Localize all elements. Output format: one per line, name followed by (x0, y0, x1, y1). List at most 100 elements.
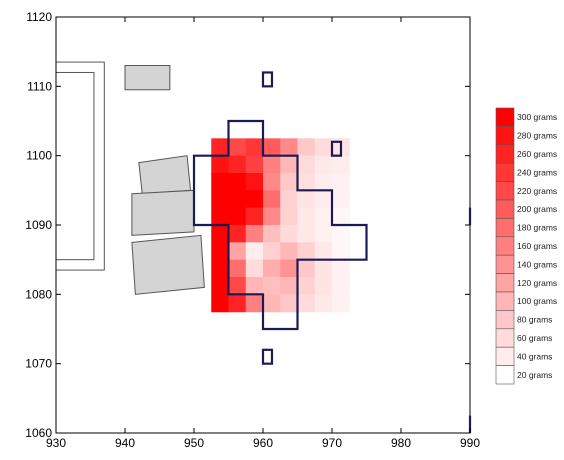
map-features-layer (56, 61, 368, 365)
colorbar-label: 200 grams (517, 204, 557, 214)
x-tick-label: 990 (460, 436, 480, 450)
heatmap-cell (263, 277, 281, 295)
heatmap-cell (314, 207, 333, 226)
heatmap-cell (228, 259, 247, 278)
colorbar-swatch (495, 107, 515, 127)
colorbar-swatch (495, 218, 515, 238)
y-tick-label: 1110 (27, 79, 52, 93)
building-filled (131, 234, 205, 295)
heatmap-cell (314, 190, 333, 209)
heatmap-cell (280, 259, 299, 278)
colorbar-swatch (495, 273, 515, 293)
heatmap-cell (245, 138, 264, 157)
building-filled (138, 155, 192, 195)
colorbar-swatch (495, 310, 515, 330)
heatmap-cell (297, 225, 316, 243)
heatmap-cell (211, 225, 230, 243)
heatmap-cell (245, 259, 264, 278)
colorbar-label: 220 grams (517, 186, 557, 196)
heatmap-layer (211, 138, 350, 313)
sample-square-outline (261, 71, 274, 88)
heatmap-cell (211, 259, 230, 278)
heatmap-cell (297, 294, 316, 313)
heatmap-cell (314, 173, 333, 191)
heatmap-cell (280, 138, 299, 157)
heatmap-cell (263, 155, 281, 174)
heatmap-cell (332, 155, 350, 174)
colorbar-label: 40 grams (517, 351, 552, 361)
colorbar-label: 80 grams (517, 315, 552, 325)
heatmap-cell (211, 173, 230, 191)
colorbar-swatch (495, 181, 515, 201)
heatmap-cell (245, 207, 264, 226)
heatmap-cell (245, 277, 264, 295)
heatmap-cell (332, 173, 350, 191)
colorbar-swatch (495, 199, 515, 219)
axes-layer: 930 940 950 960 970 980 990 1060 1070 1080 1090 110… (25, 10, 480, 450)
colorbar-swatch (495, 162, 515, 182)
heatmap-cell (314, 277, 333, 295)
heatmap-cell (228, 277, 247, 295)
heatmap-cell (280, 242, 299, 261)
heatmap-cell (297, 138, 316, 157)
colorbar-swatch (495, 291, 515, 311)
heatmap-cell (228, 225, 247, 243)
heatmap-cell (314, 225, 333, 243)
y-tick-label: 1120 (26, 10, 52, 24)
heatmap-cell (297, 155, 316, 174)
heatmap-cell (297, 242, 316, 261)
x-tick-label: 950 (184, 436, 204, 450)
heatmap-cell (297, 277, 316, 295)
x-tick-label: 960 (253, 436, 273, 450)
colorbar-swatch (495, 236, 515, 256)
heatmap-cell (280, 277, 299, 295)
heatmap-cell (263, 173, 281, 191)
y-tick-label: 1090 (25, 218, 52, 232)
x-tick-label: 930 (46, 436, 66, 450)
sample-square-outline (261, 348, 274, 365)
y-tick-label: 1060 (25, 426, 52, 440)
y-tick-label: 1100 (26, 149, 52, 163)
heatmap-cell (263, 294, 281, 313)
heatmap-cell (280, 207, 299, 226)
heatmap-cell (332, 242, 350, 261)
heatmap-cell (314, 259, 333, 278)
heatmap-cell (280, 294, 299, 313)
heatmap-cell (332, 207, 350, 226)
heatmap-cell (228, 294, 247, 313)
heatmap-cell (280, 173, 299, 191)
heatmap-cell (228, 207, 247, 226)
heatmap-cell (245, 294, 264, 313)
colorbar-swatch (495, 144, 515, 164)
heatmap-cell (211, 294, 230, 313)
heatmap-cell (245, 173, 264, 191)
colorbar-label: 20 grams (517, 370, 552, 380)
heatmap-cell (228, 155, 247, 174)
heatmap-cell (332, 259, 350, 278)
colorbar-swatch (495, 365, 515, 385)
x-tick-label: 980 (391, 436, 411, 450)
heatmap-cell (297, 173, 316, 191)
colorbar-label: 100 grams (517, 296, 557, 306)
heatmap-cell (245, 242, 264, 261)
x-tick-label: 970 (322, 436, 342, 450)
heatmap-cell (245, 155, 264, 174)
building-outline (56, 61, 105, 271)
heatmap-cell (228, 242, 247, 261)
colorbar-label: 120 grams (517, 278, 557, 288)
heatmap-cell (211, 138, 230, 157)
heatmap-cell (211, 190, 230, 209)
heatmap-cell (263, 190, 281, 209)
heatmap-cell (211, 277, 230, 295)
sampling-area-outline (192, 119, 368, 331)
colorbar-label: 60 grams (517, 333, 552, 343)
heatmap-cell (280, 155, 299, 174)
colorbar-label: 260 grams (517, 149, 557, 159)
building-filled (131, 189, 195, 236)
heatmap-cell (314, 138, 333, 157)
heatmap-cell (332, 225, 350, 243)
heatmap-cell (314, 294, 333, 313)
heatmap-cell (314, 155, 333, 174)
